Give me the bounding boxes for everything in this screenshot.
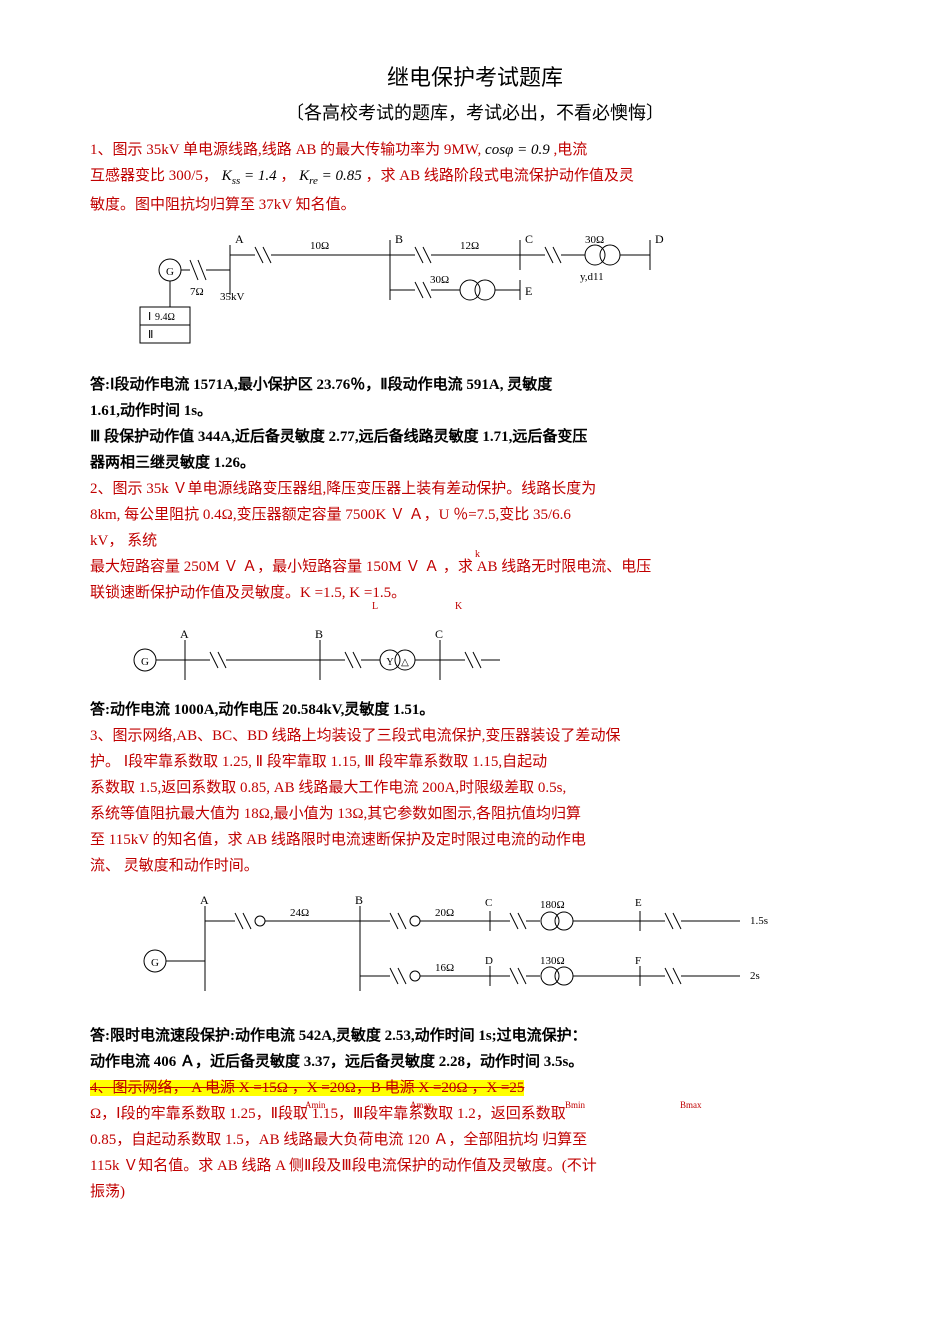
svg-text:y,d11: y,d11	[580, 271, 604, 283]
svg-text:7Ω: 7Ω	[190, 286, 204, 298]
q1-text-2: ,电流	[553, 142, 587, 158]
q1-text-1: 1、图示 35kV 单电源线路,线路 AB 的最大传输功率为 9MW,	[90, 142, 485, 158]
q4-line4: 115k Ｖ知名值。求 AB 线路 A 侧Ⅱ段及Ⅲ段电流保护的动作值及灵敏度。(…	[90, 1154, 860, 1178]
svg-text:F: F	[635, 955, 641, 967]
a1-line3: Ⅲ 段保护动作值 344A,近后备灵敏度 2.77,远后备线路灵敏度 1.71,…	[90, 425, 860, 449]
a1-line4: 器两相三继灵敏度 1.26。	[90, 451, 860, 475]
svg-text:B: B	[355, 893, 363, 907]
q1-kre: Kre = 0.85	[299, 168, 362, 184]
q3-line4: 系统等值阻抗最大值为 18Ω,最小值为 13Ω,其它参数如图示,各阻抗值均归算	[90, 802, 860, 826]
q3-line2: 护。 Ⅰ段牢靠系数取 1.25, Ⅱ 段牢靠取 1.15, Ⅲ 段牢靠系数取 1…	[90, 750, 860, 774]
q2-line5: 联锁速断保护动作值及灵敏度。K =1.5, K =1.5。 L K	[90, 581, 860, 605]
svg-text:A: A	[180, 627, 189, 641]
q4-sub2: Amax	[410, 1098, 432, 1112]
q2-sub-k2: K	[455, 599, 462, 615]
q4-sub3: Bmin	[565, 1098, 585, 1112]
svg-text:Ⅰ: Ⅰ	[148, 311, 151, 323]
svg-text:Ⅱ: Ⅱ	[148, 329, 153, 341]
q4-subs: Amin Amax Bmin Bmax	[90, 1098, 860, 1100]
svg-text:20Ω: 20Ω	[435, 907, 454, 919]
q1-comma: ，	[280, 168, 295, 184]
svg-text:130Ω: 130Ω	[540, 955, 565, 967]
q1-kss: Kss = 1.4	[222, 168, 277, 184]
q1-formula-cosphi: cosφ = 0.9	[485, 142, 550, 158]
svg-text:B: B	[315, 627, 323, 641]
svg-text:10Ω: 10Ω	[310, 240, 329, 252]
svg-text:G: G	[151, 957, 159, 969]
diagram-3: G A 24Ω B 20Ω C 180Ω E 1.5s	[90, 886, 860, 1016]
svg-text:35kV: 35kV	[220, 291, 245, 303]
svg-text:30Ω: 30Ω	[585, 234, 604, 246]
q4-sub1: Amin	[305, 1098, 326, 1112]
svg-text:E: E	[635, 897, 642, 909]
q2-sub-k: k	[475, 547, 480, 563]
a3-line2: 动作电流 406 Ａ，近后备灵敏度 3.37，远后备灵敏度 2.28，动作时间 …	[90, 1050, 860, 1074]
q3-line5: 至 115kV 的知名值，求 AB 线路限时电流速断保护及定时限过电流的动作电	[90, 828, 860, 852]
svg-text:2s: 2s	[750, 970, 760, 982]
svg-text:D: D	[655, 232, 664, 246]
a1-line1: 答:Ⅰ段动作电流 1571A,最小保护区 23.76％，Ⅱ段动作电流 591A,…	[90, 373, 860, 397]
a1-line2: 1.61,动作时间 1s。	[90, 399, 860, 423]
q1-line3: 敏度。图中阻抗均归算至 37kV 知名值。	[90, 193, 860, 217]
svg-text:24Ω: 24Ω	[290, 907, 309, 919]
q1-text-4: ，求 AB 线路阶段式电流保护动作值及灵	[366, 168, 634, 184]
svg-text:16Ω: 16Ω	[435, 962, 454, 974]
svg-text:C: C	[435, 627, 443, 641]
svg-text:A: A	[200, 893, 209, 907]
svg-text:9.4Ω: 9.4Ω	[155, 312, 175, 323]
page-subtitle: 〔各高校考试的题库，考试必出，不看必懊悔〕	[90, 99, 860, 128]
a2: 答:动作电流 1000A,动作电压 20.584kV,灵敏度 1.51。	[90, 698, 860, 722]
diagram-2: G A B Y △ C	[90, 620, 860, 690]
svg-text:D: D	[485, 955, 493, 967]
svg-text:△: △	[401, 657, 409, 668]
q3-line6: 流、 灵敏度和动作时间。	[90, 854, 860, 878]
q4-line2: Ω，Ⅰ段的牢靠系数取 1.25，Ⅱ段取 1.15，Ⅲ段牢靠系数取 1.2，返回系…	[90, 1102, 860, 1126]
svg-text:E: E	[525, 284, 532, 298]
q2-line1: 2、图示 35k Ｖ单电源线路变压器组,降压变压器上装有差动保护。线路长度为	[90, 477, 860, 501]
q2-line4: 最大短路容量 250M Ｖ Ａ，最小短路容量 150M Ｖ Ａ ，求 AB 线路…	[90, 555, 860, 579]
q3-line1: 3、图示网络,AB、BC、BD 线路上均装设了三段式电流保护,变压器装设了差动保	[90, 724, 860, 748]
q2-line4-text: 最大短路容量 250M Ｖ Ａ，最小短路容量 150M Ｖ Ａ ，求 AB 线路…	[90, 559, 651, 575]
q4-line1: 4、图示网络， A 电源 X =15Ω ，X =20Ω，B 电源 X =20Ω …	[90, 1076, 860, 1100]
q4-line1-text: 4、图示网络， A 电源 X =15Ω ，X =20Ω，B 电源 X =20Ω …	[90, 1080, 524, 1096]
svg-text:180Ω: 180Ω	[540, 899, 565, 911]
svg-text:G: G	[166, 266, 174, 278]
q4-line5: 振荡)	[90, 1180, 860, 1204]
svg-text:12Ω: 12Ω	[460, 240, 479, 252]
q1-text-3: 互感器变比 300/5，	[90, 168, 218, 184]
diagram-1: G A 10Ω B 12Ω C D 30Ω y,d11	[90, 225, 860, 365]
q2-sub-l: L	[372, 599, 378, 615]
q2-line2: 8km, 每公里阻抗 0.4Ω,变压器额定容量 7500K Ｖ Ａ，U ％=7.…	[90, 503, 860, 527]
svg-text:C: C	[525, 232, 533, 246]
q3-line3: 系数取 1.5,返回系数取 0.85, AB 线路最大工作电流 200A,时限级…	[90, 776, 860, 800]
q1-line1: 1、图示 35kV 单电源线路,线路 AB 的最大传输功率为 9MW, cosφ…	[90, 138, 860, 162]
svg-text:C: C	[485, 897, 492, 909]
page-title: 继电保护考试题库	[90, 60, 860, 95]
q4-line3: 0.85，自起动系数取 1.5，AB 线路最大负荷电流 120 Ａ，全部阻抗均 …	[90, 1128, 860, 1152]
svg-text:30Ω: 30Ω	[430, 274, 449, 286]
q1-line2: 互感器变比 300/5， Kss = 1.4 ， Kre = 0.85 ，求 A…	[90, 164, 860, 191]
svg-text:Y: Y	[386, 657, 393, 668]
q4-sub4: Bmax	[680, 1098, 702, 1112]
svg-text:A: A	[235, 232, 244, 246]
q2-line5-text: 联锁速断保护动作值及灵敏度。K =1.5, K =1.5。	[90, 585, 406, 601]
svg-text:B: B	[395, 232, 403, 246]
a3-line1: 答:限时电流速段保护:动作电流 542A,灵敏度 2.53,动作时间 1s;过电…	[90, 1024, 860, 1048]
svg-text:G: G	[141, 656, 149, 668]
svg-text:1.5s: 1.5s	[750, 915, 768, 927]
